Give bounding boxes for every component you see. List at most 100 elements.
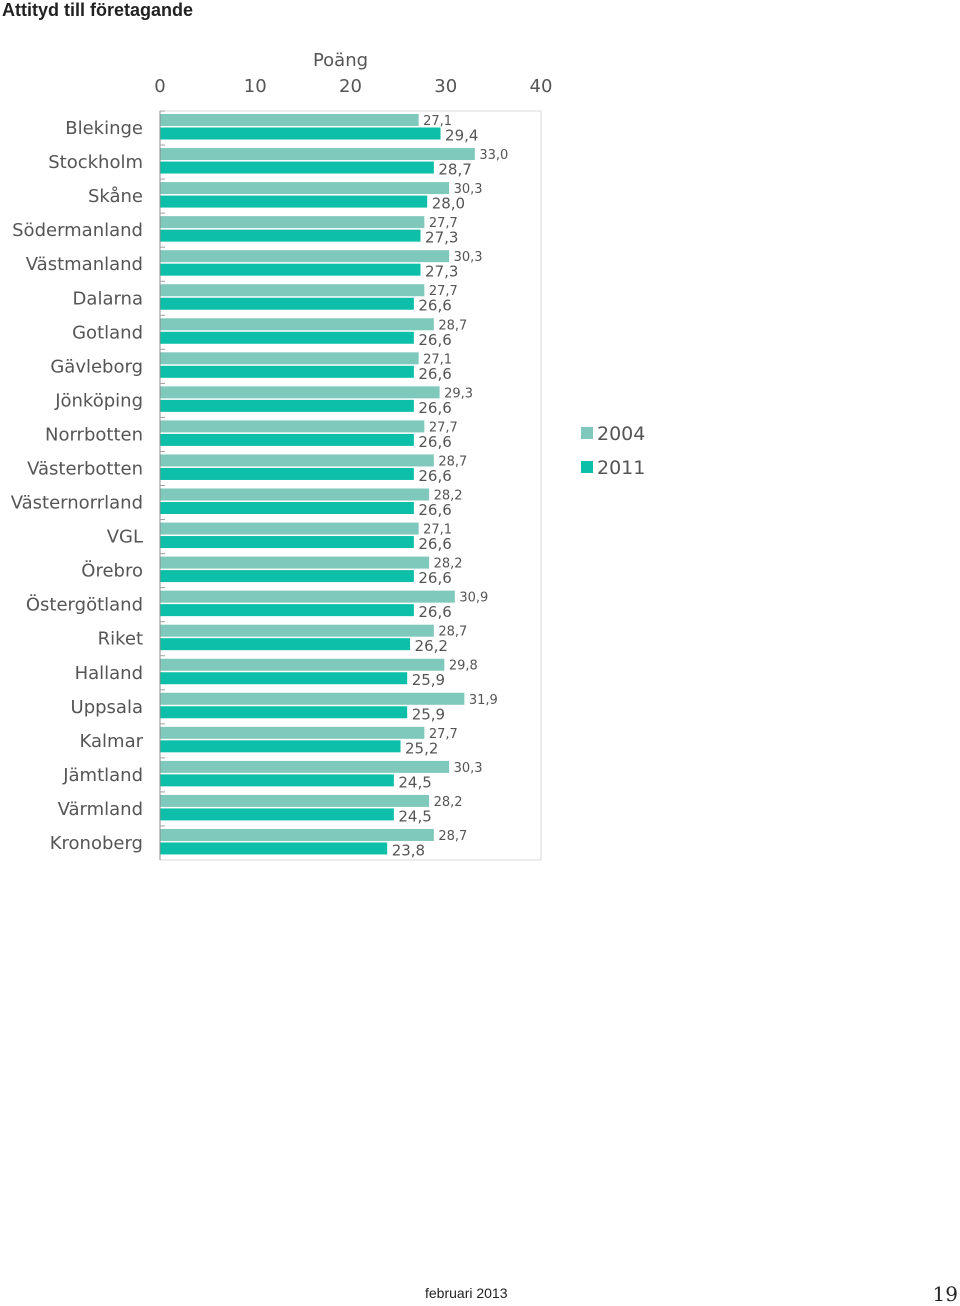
bar-2004 (160, 794, 430, 807)
data-label-2011: 28,0 (432, 195, 465, 213)
category-label: Jönköping (54, 390, 143, 411)
data-label-2011: 26,2 (415, 637, 448, 655)
legend-swatch-2004 (581, 427, 593, 439)
category-label: Västmanland (26, 254, 143, 275)
data-label-2011: 26,6 (418, 535, 451, 553)
data-label-2011: 27,3 (425, 263, 458, 281)
data-label-2011: 24,5 (398, 807, 431, 825)
page-number: 19 (932, 1282, 958, 1306)
data-label-2011: 26,6 (418, 501, 451, 519)
category-label: Skåne (88, 186, 143, 207)
bar-2011 (160, 502, 414, 514)
bar-2011 (160, 536, 414, 549)
bar-2004 (160, 692, 465, 705)
bar-2004 (160, 284, 425, 297)
bar-2011 (160, 740, 401, 753)
category-label: Västernorrland (11, 493, 143, 514)
legend-label-2011: 2011 (597, 457, 645, 479)
category-label: Stockholm (48, 152, 143, 173)
bar-2011 (160, 808, 394, 821)
bar-2004 (160, 454, 434, 467)
category-label: Värmland (58, 799, 143, 820)
bar-2004 (160, 420, 425, 433)
category-label: Gävleborg (50, 356, 143, 377)
data-label-2004: 27,7 (429, 727, 458, 742)
data-label-2011: 26,6 (418, 433, 451, 451)
legend-swatch-2011 (581, 461, 593, 473)
bar-2004 (160, 182, 450, 195)
data-label-2004: 29,3 (444, 386, 473, 401)
bar-2011 (160, 365, 414, 378)
category-label: Halland (75, 663, 143, 684)
data-label-2004: 30,3 (454, 182, 483, 197)
legend: 2004 2011 (581, 423, 645, 479)
category-label: Kalmar (80, 731, 144, 752)
bar-2011 (160, 672, 408, 685)
category-label: Södermanland (12, 220, 143, 241)
category-label: Uppsala (71, 697, 143, 718)
bars-layer (160, 114, 475, 855)
data-label-2004: 31,9 (469, 693, 498, 708)
data-label-2004: 30,9 (459, 591, 488, 606)
bar-2004 (160, 726, 425, 739)
bar-2011 (160, 570, 414, 583)
data-label-2011: 24,5 (398, 773, 431, 791)
x-axis-title: Poäng (313, 50, 368, 71)
bar-2004 (160, 828, 434, 841)
bar-2011 (160, 706, 408, 719)
data-label-2004: 27,1 (423, 523, 452, 538)
data-label-2011: 29,4 (445, 127, 478, 145)
data-label-2004: 29,8 (449, 659, 478, 674)
data-label-2004: 28,7 (438, 829, 467, 844)
category-label: Blekinge (65, 118, 143, 139)
bar-2011 (160, 842, 388, 855)
data-label-2004: 28,2 (434, 489, 463, 504)
bar-2011 (160, 263, 421, 276)
data-label-2004: 28,7 (438, 318, 467, 333)
bar-2011 (160, 399, 414, 412)
category-label: Örebro (81, 560, 143, 582)
page-title: Attityd till företagande (2, 0, 194, 20)
data-label-2004: 27,7 (429, 420, 458, 435)
x-tick-label: 40 (530, 76, 553, 97)
data-label-2004: 28,7 (438, 625, 467, 640)
data-label-2011: 26,6 (418, 603, 451, 621)
data-label-2011: 26,6 (418, 399, 451, 417)
bar-2011 (160, 604, 414, 617)
category-label: Gotland (72, 322, 143, 343)
bar-2011 (160, 467, 414, 480)
category-label: Norrbotten (45, 424, 143, 445)
data-label-2011: 28,7 (438, 161, 471, 179)
data-label-2004: 33,0 (479, 148, 508, 163)
data-label-2004: 28,2 (434, 795, 463, 810)
category-label: Jämtland (62, 765, 143, 786)
data-label-2004: 30,3 (454, 250, 483, 265)
data-label-2004: 27,1 (423, 114, 452, 129)
axes-layer: Poäng 0 10 20 30 40 (154, 50, 553, 861)
bar-2004 (160, 760, 450, 773)
x-tick-label: 0 (154, 76, 165, 97)
data-label-2011: 26,6 (418, 467, 451, 485)
x-tick-label: 10 (244, 76, 267, 97)
bar-2011 (160, 774, 394, 787)
bar-2004 (160, 590, 455, 603)
bar-2004 (160, 624, 434, 637)
data-label-2011: 27,3 (425, 229, 458, 247)
legend-label-2004: 2004 (597, 423, 645, 445)
category-label: Dalarna (73, 288, 143, 309)
bar-2004 (160, 216, 425, 229)
x-tick-label: 30 (434, 76, 457, 97)
data-label-2004: 27,7 (429, 216, 458, 231)
bar-2011 (160, 195, 428, 208)
data-label-2011: 23,8 (392, 841, 425, 859)
bar-2004 (160, 488, 430, 501)
bar-2011 (160, 229, 421, 242)
bar-2011 (160, 433, 414, 446)
bar-2004 (160, 318, 434, 331)
data-label-2011: 26,6 (418, 569, 451, 587)
data-label-2011: 25,9 (412, 671, 445, 689)
data-label-2011: 26,6 (418, 365, 451, 383)
data-label-2004: 27,7 (429, 284, 458, 299)
